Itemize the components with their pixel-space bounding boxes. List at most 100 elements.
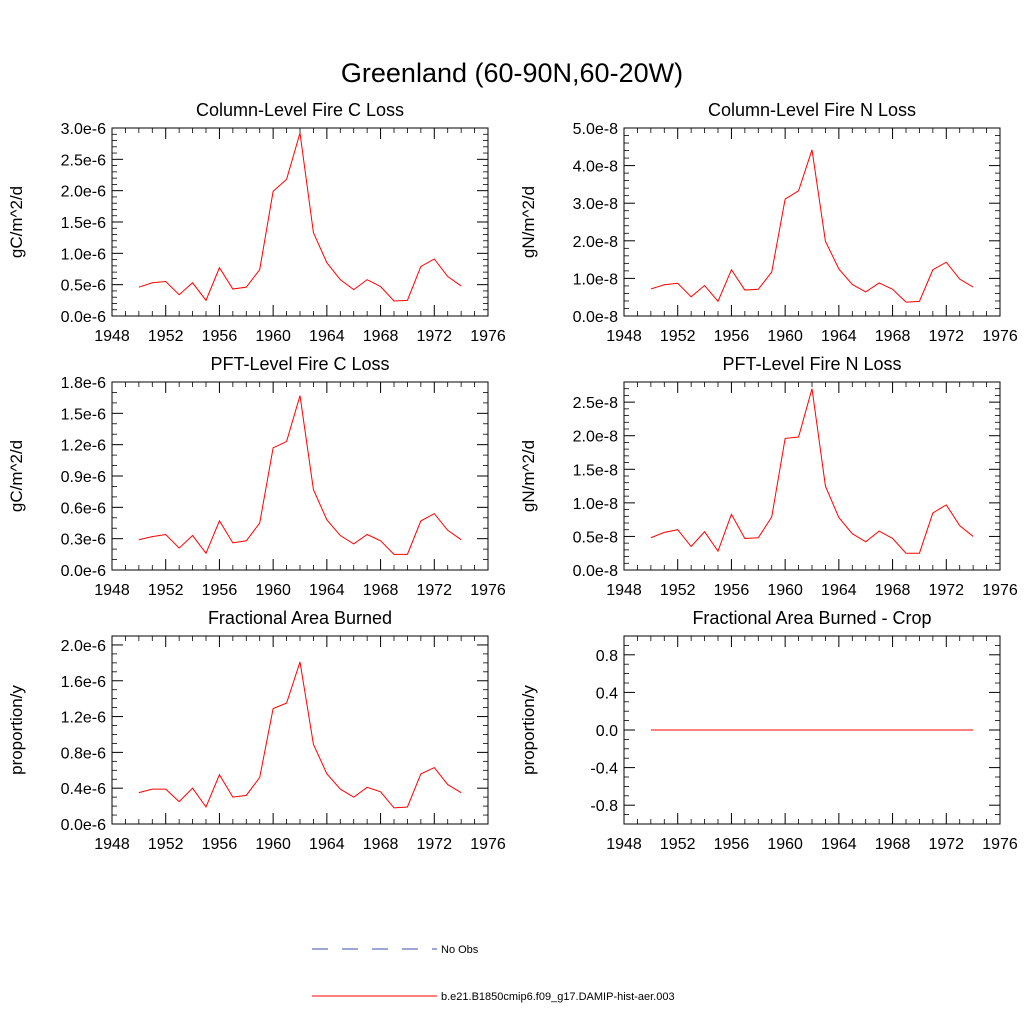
panel-title: PFT-Level Fire C Loss xyxy=(210,354,389,374)
panel-2: 1948 1952 1956 1960 1964 1968 1972 1976 0.0e-8 1.… xyxy=(519,100,1018,345)
y-tick-label: 1.8e-6 xyxy=(61,375,106,392)
series-line-model xyxy=(650,149,974,303)
y-tick-label: 5.0e-8 xyxy=(573,121,618,138)
panel-title: Column-Level Fire N Loss xyxy=(708,100,916,120)
x-tick-label: 1964 xyxy=(821,582,857,599)
panel-1: 1948 1952 1956 1960 1964 1968 1972 1976 0.0e-6 0.… xyxy=(7,100,506,345)
y-axis-label: gC/m^2/d xyxy=(7,186,26,258)
x-tick-label: 1968 xyxy=(363,328,399,345)
panel-title: PFT-Level Fire N Loss xyxy=(722,354,901,374)
x-tick-label: 1960 xyxy=(255,582,291,599)
y-axis-label: gN/m^2/d xyxy=(519,440,538,512)
y-tick-label: 0.3e-6 xyxy=(61,532,106,549)
series-line-model xyxy=(138,395,462,555)
panel-5: 1948 1952 1956 1960 1964 1968 1972 1976 0.0e-6 0.… xyxy=(7,608,506,853)
y-tick-label: 0.8e-6 xyxy=(61,745,106,762)
panels: 1948 1952 1956 1960 1964 1968 1972 1976 0.0e-6 0.… xyxy=(7,100,1018,853)
y-tick-label: 2.5e-6 xyxy=(61,152,106,169)
y-tick-label: 0.8 xyxy=(596,648,618,665)
y-axis-label: proportion/y xyxy=(519,685,538,775)
x-tick-label: 1964 xyxy=(309,328,345,345)
x-tick-label: 1948 xyxy=(606,582,642,599)
y-tick-label: -0.4 xyxy=(590,761,618,778)
y-tick-label: 2.5e-8 xyxy=(573,395,618,412)
x-tick-label: 1956 xyxy=(202,582,238,599)
y-tick-label: 4.0e-8 xyxy=(573,159,618,176)
panel-title: Fractional Area Burned - Crop xyxy=(692,608,931,628)
x-tick-label: 1968 xyxy=(875,836,911,853)
x-tick-label: 1960 xyxy=(767,836,803,853)
y-axis-label: proportion/y xyxy=(7,685,26,775)
y-tick-label: 0.5e-8 xyxy=(573,529,618,546)
x-tick-label: 1956 xyxy=(714,836,750,853)
x-tick-label: 1952 xyxy=(660,328,696,345)
legend: No Obs b.e21.B1850cmip6.f09_g17.DAMIP-hi… xyxy=(312,944,675,1003)
panel-6: 1948 1952 1956 1960 1964 1968 1972 1976 -0.8 -0.4… xyxy=(519,608,1018,853)
y-tick-label: 1.6e-6 xyxy=(61,674,106,691)
x-tick-label: 1972 xyxy=(928,836,964,853)
x-tick-label: 1964 xyxy=(821,836,857,853)
y-tick-label: 3.0e-8 xyxy=(573,196,618,213)
x-tick-label: 1960 xyxy=(255,836,291,853)
y-tick-label: 0.4 xyxy=(596,685,618,702)
x-tick-label: 1976 xyxy=(982,582,1018,599)
y-tick-label: 0.6e-6 xyxy=(61,500,106,517)
x-tick-label: 1972 xyxy=(416,582,452,599)
plot-frame xyxy=(111,381,489,571)
y-tick-label: 0.0e-8 xyxy=(573,563,618,580)
y-tick-label: 0.0e-6 xyxy=(61,309,106,326)
panel-3: 1948 1952 1956 1960 1964 1968 1972 1976 0.0e-6 0.… xyxy=(7,354,506,599)
y-tick-label: -0.8 xyxy=(590,798,618,815)
x-tick-label: 1968 xyxy=(363,836,399,853)
x-tick-label: 1968 xyxy=(363,582,399,599)
y-tick-label: 0.5e-6 xyxy=(61,278,106,295)
x-tick-label: 1952 xyxy=(148,836,184,853)
x-tick-label: 1948 xyxy=(606,836,642,853)
x-tick-label: 1964 xyxy=(309,582,345,599)
x-tick-label: 1972 xyxy=(416,328,452,345)
y-tick-label: 1.0e-6 xyxy=(61,246,106,263)
x-tick-label: 1952 xyxy=(660,582,696,599)
y-tick-label: 1.2e-6 xyxy=(61,710,106,727)
y-tick-label: 2.0e-8 xyxy=(573,234,618,251)
y-tick-label: 1.5e-6 xyxy=(61,406,106,423)
y-tick-label: 1.0e-8 xyxy=(573,271,618,288)
x-tick-label: 1956 xyxy=(202,328,238,345)
x-tick-label: 1976 xyxy=(982,328,1018,345)
y-tick-label: 0.0 xyxy=(596,723,618,740)
y-tick-label: 1.0e-8 xyxy=(573,496,618,513)
y-tick-label: 1.5e-6 xyxy=(61,215,106,232)
x-tick-label: 1952 xyxy=(660,836,696,853)
y-tick-label: 2.0e-8 xyxy=(573,429,618,446)
x-tick-label: 1948 xyxy=(94,836,130,853)
x-tick-label: 1956 xyxy=(202,836,238,853)
x-tick-label: 1964 xyxy=(821,328,857,345)
y-axis-label: gC/m^2/d xyxy=(7,440,26,512)
x-tick-label: 1960 xyxy=(255,328,291,345)
y-axis-label: gN/m^2/d xyxy=(519,186,538,258)
x-tick-label: 1964 xyxy=(309,836,345,853)
series-line-model xyxy=(650,388,974,554)
y-tick-label: 2.0e-6 xyxy=(61,638,106,655)
y-tick-label: 1.2e-6 xyxy=(61,438,106,455)
series-line-model xyxy=(138,132,462,302)
x-tick-label: 1960 xyxy=(767,582,803,599)
y-tick-label: 0.9e-6 xyxy=(61,469,106,486)
x-tick-label: 1952 xyxy=(148,582,184,599)
x-tick-label: 1956 xyxy=(714,328,750,345)
y-tick-label: 0.0e-6 xyxy=(61,563,106,580)
x-tick-label: 1948 xyxy=(94,582,130,599)
panel-title: Column-Level Fire C Loss xyxy=(196,100,404,120)
y-tick-label: 1.5e-8 xyxy=(573,462,618,479)
panel-title: Fractional Area Burned xyxy=(208,608,392,628)
x-tick-label: 1960 xyxy=(767,328,803,345)
figure-title: Greenland (60-90N,60-20W) xyxy=(341,58,683,88)
x-tick-label: 1976 xyxy=(470,582,506,599)
y-tick-label: 0.4e-6 xyxy=(61,781,106,798)
legend-label-model: b.e21.B1850cmip6.f09_g17.DAMIP-hist-aer.… xyxy=(441,991,675,1003)
plot-frame xyxy=(623,127,1001,317)
x-tick-label: 1948 xyxy=(606,328,642,345)
series-line-model xyxy=(138,661,462,809)
x-tick-label: 1972 xyxy=(928,582,964,599)
